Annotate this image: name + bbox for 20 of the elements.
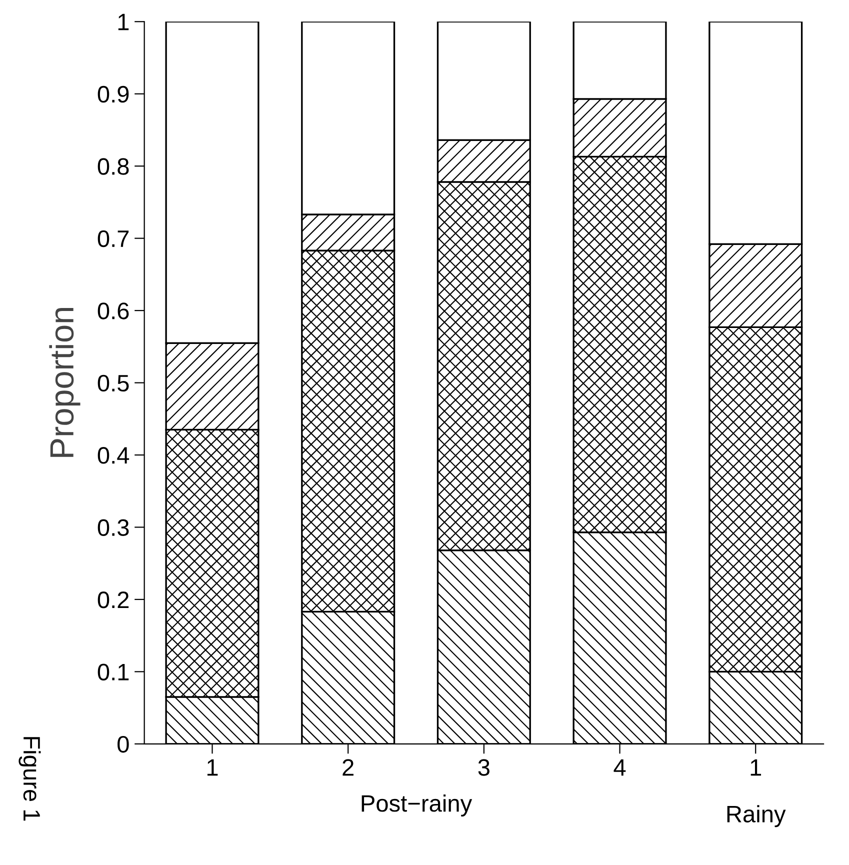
x-tick-label: 2	[342, 759, 354, 776]
y-tick-label: 0.9	[98, 86, 129, 103]
y-tick-label: 0.8	[98, 158, 129, 175]
y-tick-label: 0.2	[98, 592, 129, 608]
x-tick-label: 4	[614, 759, 626, 776]
y-tick-label: 0.4	[98, 447, 130, 464]
x-tick-label: 3	[478, 759, 490, 776]
y-axis-title: Proportion	[49, 308, 80, 457]
x-tick-label: 1	[750, 759, 762, 776]
x-tick-label: 1	[207, 759, 218, 776]
text: Rainy	[727, 805, 786, 828]
y-tick-label: 0.3	[98, 519, 129, 536]
y-tick-label: 0.1	[98, 664, 129, 680]
y-tick-label: 0.7	[98, 230, 129, 248]
x-axis-title: Post−rainy	[362, 794, 472, 816]
y-tick-label: 0	[118, 736, 129, 753]
y-tick-label: 0.6	[98, 302, 129, 320]
y-tick-label: 1	[118, 14, 129, 30]
y-tick-label: 0.5	[98, 374, 129, 392]
caption: Figure 1	[18, 737, 41, 821]
